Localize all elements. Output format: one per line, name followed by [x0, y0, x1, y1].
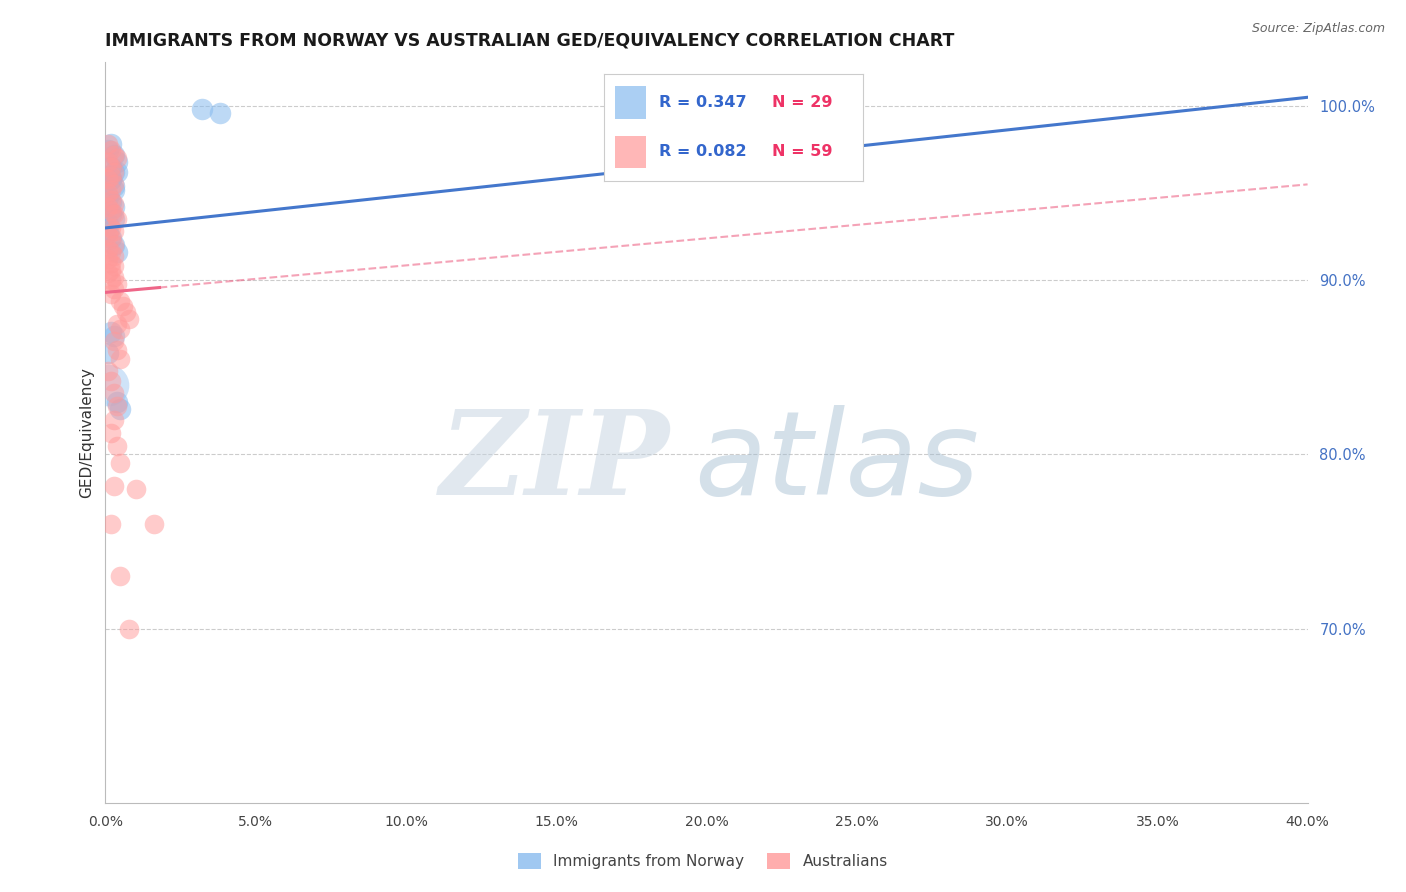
- Point: [100, 374, 122, 388]
- Point: [142, 517, 165, 532]
- Point: [103, 329, 125, 343]
- Point: [97, 224, 120, 238]
- Point: [118, 311, 141, 326]
- Point: [103, 238, 125, 252]
- Point: [100, 193, 122, 207]
- Point: [100, 326, 122, 340]
- Point: [107, 399, 129, 413]
- Point: [100, 287, 122, 301]
- Point: [103, 269, 125, 284]
- Point: [97, 377, 120, 392]
- Point: [107, 277, 129, 291]
- Point: [100, 172, 122, 186]
- Point: [103, 179, 125, 194]
- Point: [107, 151, 129, 165]
- Point: [97, 364, 120, 378]
- Point: [100, 207, 122, 221]
- Point: [100, 183, 122, 197]
- Point: [103, 259, 125, 273]
- Point: [103, 212, 125, 227]
- Point: [107, 439, 129, 453]
- Point: [103, 178, 125, 192]
- Point: [103, 249, 125, 263]
- Point: [100, 426, 122, 441]
- Point: [100, 262, 122, 277]
- Point: [97, 172, 120, 186]
- Point: [100, 160, 122, 174]
- Point: [97, 189, 120, 203]
- Point: [100, 137, 122, 152]
- Point: [97, 227, 120, 242]
- Point: [100, 221, 122, 235]
- Point: [115, 304, 138, 318]
- Point: [103, 238, 125, 252]
- Text: Source: ZipAtlas.com: Source: ZipAtlas.com: [1251, 22, 1385, 36]
- Point: [103, 148, 125, 162]
- Point: [97, 143, 120, 157]
- Point: [100, 160, 122, 174]
- Point: [208, 106, 231, 120]
- Y-axis label: GED/Equivalency: GED/Equivalency: [79, 368, 94, 498]
- Point: [107, 343, 129, 357]
- Point: [100, 143, 122, 157]
- Point: [103, 148, 125, 162]
- Point: [118, 622, 141, 636]
- Point: [103, 224, 125, 238]
- Point: [103, 200, 125, 214]
- Text: IMMIGRANTS FROM NORWAY VS AUSTRALIAN GED/EQUIVALENCY CORRELATION CHART: IMMIGRANTS FROM NORWAY VS AUSTRALIAN GED…: [105, 31, 955, 49]
- Point: [97, 200, 120, 214]
- Point: [103, 479, 125, 493]
- Point: [100, 245, 122, 260]
- Point: [110, 456, 132, 470]
- Point: [97, 154, 120, 169]
- Text: ZIP: ZIP: [440, 405, 671, 520]
- Point: [103, 282, 125, 296]
- Point: [97, 186, 120, 200]
- Point: [107, 395, 129, 409]
- Point: [97, 169, 120, 183]
- Point: [100, 517, 122, 532]
- Point: [103, 165, 125, 179]
- Legend: Immigrants from Norway, Australians: Immigrants from Norway, Australians: [512, 847, 894, 875]
- Point: [103, 207, 125, 221]
- Point: [103, 165, 125, 179]
- Point: [100, 172, 122, 186]
- Point: [112, 299, 135, 313]
- Point: [97, 242, 120, 256]
- Point: [97, 346, 120, 360]
- Point: [103, 196, 125, 211]
- Point: [97, 266, 120, 280]
- Point: [107, 212, 129, 227]
- Point: [100, 194, 122, 209]
- Point: [107, 317, 129, 331]
- Point: [190, 103, 212, 117]
- Point: [107, 165, 129, 179]
- Point: [97, 218, 120, 232]
- Point: [100, 203, 122, 218]
- Point: [97, 137, 120, 152]
- Point: [100, 169, 122, 183]
- Point: [100, 231, 122, 245]
- Point: [107, 154, 129, 169]
- Point: [110, 569, 132, 583]
- Point: [100, 256, 122, 270]
- Point: [124, 482, 146, 496]
- Point: [97, 252, 120, 267]
- Text: atlas: atlas: [695, 405, 980, 519]
- Point: [103, 183, 125, 197]
- Point: [110, 351, 132, 366]
- Point: [110, 322, 132, 336]
- Point: [103, 386, 125, 401]
- Point: [100, 231, 122, 245]
- Point: [110, 402, 132, 417]
- Point: [103, 412, 125, 426]
- Point: [103, 334, 125, 348]
- Point: [107, 245, 129, 260]
- Point: [110, 294, 132, 309]
- Point: [100, 273, 122, 287]
